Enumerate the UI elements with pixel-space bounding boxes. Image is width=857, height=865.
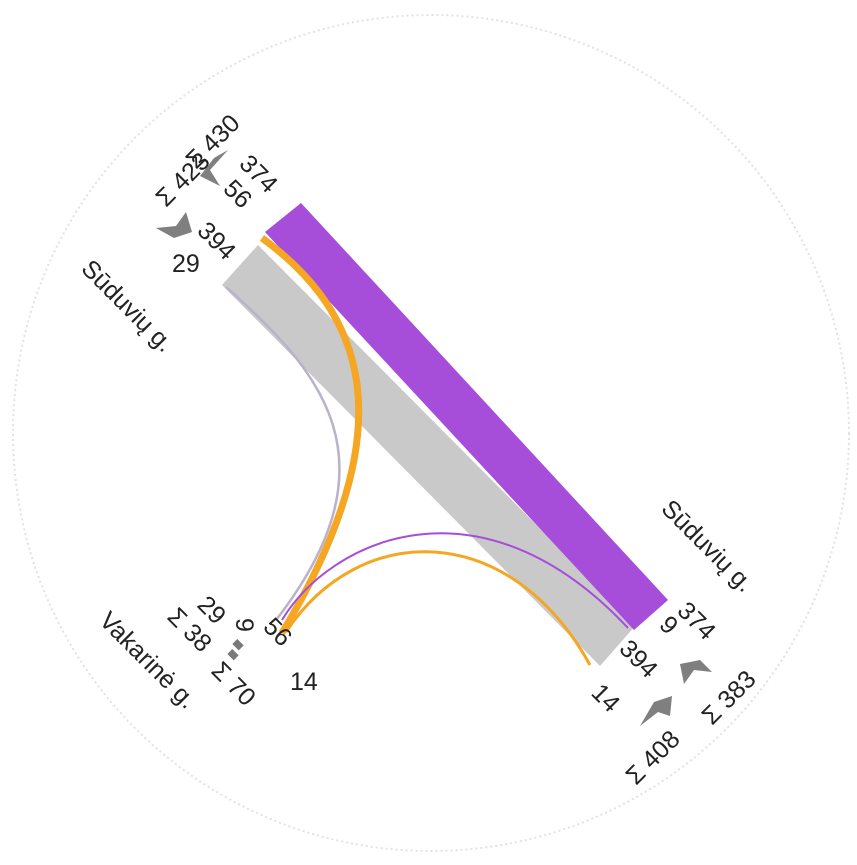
br-in-value-2: 14 bbox=[586, 678, 626, 718]
street-label-top: Sūduvių g. bbox=[76, 254, 179, 357]
diagram-outline bbox=[12, 14, 850, 852]
bl-mark-1 bbox=[232, 639, 244, 651]
bl-out-value-2: 9 bbox=[230, 618, 258, 632]
flow-top-to-bottom-right bbox=[265, 203, 668, 630]
br-out-chevron bbox=[680, 660, 712, 684]
bl-in-value-2: 14 bbox=[290, 668, 318, 696]
br-out-value-2: 9 bbox=[654, 610, 684, 640]
flow-bottom-right-to-top bbox=[222, 245, 636, 666]
br-out-sum: Σ 383 bbox=[696, 665, 761, 730]
flow-bottom-left-to-bottom-right bbox=[281, 532, 629, 629]
top-in-value-2: 29 bbox=[172, 250, 200, 278]
top-in-chevron bbox=[156, 212, 192, 238]
bl-mark-2 bbox=[227, 649, 239, 661]
br-in-chevron bbox=[640, 696, 672, 726]
flow-bottom-right-to-bottom-left bbox=[284, 550, 592, 666]
bl-in-sum: Σ 70 bbox=[206, 656, 261, 711]
br-in-sum: Σ 408 bbox=[620, 725, 685, 790]
top-out-chevron bbox=[200, 150, 228, 186]
street-label-bottom-right: Sūduvių g. bbox=[656, 494, 759, 597]
flow-top-to-bottom-left bbox=[259, 235, 363, 635]
flow-bottom-left-to-top bbox=[225, 286, 341, 621]
